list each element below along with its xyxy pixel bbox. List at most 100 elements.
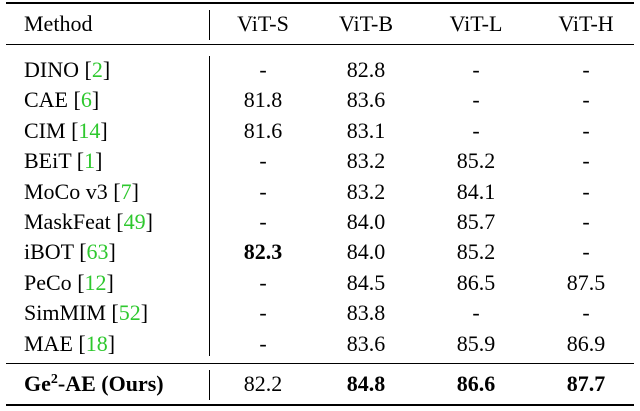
cell-vit-s: - (259, 269, 267, 295)
cell-vit-l: - (472, 117, 480, 143)
method-label: CAE (24, 87, 68, 113)
table-row: MaskFeat [49] - 84.0 85.7 - (0, 207, 640, 237)
citation-link[interactable]: 7 (120, 178, 132, 204)
citation-link[interactable]: 2 (91, 57, 103, 82)
cell-vit-l: 85.9 (456, 330, 496, 356)
table-row: iBOT [63] 82.3 84.0 85.2 - (0, 237, 640, 267)
citation-link[interactable]: 6 (80, 87, 92, 113)
ours-vit-l: 86.6 (456, 371, 496, 396)
cell-vit-h: - (582, 178, 590, 204)
ours-row: Ge2-AE (Ours) 82.2 84.8 86.6 87.7 (0, 369, 640, 399)
method-label: MAE (24, 330, 73, 356)
method-name: PeCo [12] (24, 269, 114, 295)
header-row: Method ViT-S ViT-B ViT-L ViT-H (0, 9, 640, 39)
cell-vit-s: 81.6 (243, 117, 283, 143)
method-label: SimMIM (24, 300, 106, 326)
citation-link[interactable]: 63 (86, 239, 109, 265)
citation-link[interactable]: 18 (85, 330, 108, 356)
method-label: iBOT (24, 239, 74, 265)
method-name: MAE [18] (24, 330, 116, 356)
header-rule (6, 44, 634, 45)
table-row: PeCo [12] - 84.5 86.5 87.5 (0, 268, 640, 298)
cell-vit-h: - (582, 239, 590, 265)
ours-name-suffix: -AE (Ours) (57, 371, 164, 396)
method-name: iBOT [63] (24, 239, 116, 265)
method-label: CIM (24, 117, 66, 143)
table-row: MAE [18] - 83.6 85.9 86.9 (0, 329, 640, 359)
citation-link[interactable]: 12 (84, 269, 107, 295)
cell-vit-l: 85.2 (456, 148, 496, 174)
cell-vit-l: 84.1 (456, 178, 496, 204)
cell-vit-l: 85.7 (456, 209, 496, 234)
ours-vit-b: 84.8 (346, 371, 386, 396)
cell-vit-b: 84.5 (346, 269, 386, 295)
ours-name-prefix: Ge (24, 371, 51, 396)
header-vit-b: ViT-B (338, 11, 394, 36)
header-method: Method (24, 11, 93, 36)
cell-vit-s: - (259, 178, 267, 204)
header-vit-h: ViT-H (558, 11, 614, 36)
cell-vit-s: - (259, 57, 267, 82)
citation-link[interactable]: 14 (78, 117, 101, 143)
citation-link[interactable]: 1 (84, 148, 96, 174)
cell-vit-l: - (472, 57, 480, 82)
header-vit-l: ViT-L (449, 11, 503, 36)
ours-vit-s: 82.2 (243, 371, 283, 396)
cell-vit-h: - (582, 117, 590, 143)
ours-method-name: Ge2-AE (Ours) (24, 369, 164, 399)
method-name: MoCo v3 [7] (24, 178, 139, 204)
column-divider (209, 370, 210, 400)
ours-name-superscript: 2 (50, 372, 58, 387)
cell-vit-b: 83.6 (346, 87, 386, 113)
table-row: MoCo v3 [7] - 83.2 84.1 - (0, 177, 640, 207)
cell-vit-h: 87.5 (566, 269, 606, 295)
cell-vit-b: 83.2 (346, 148, 386, 174)
column-divider (209, 56, 210, 356)
cell-vit-s: - (259, 209, 267, 234)
method-name: SimMIM [52] (24, 300, 149, 326)
method-label: MoCo v3 (24, 178, 108, 204)
method-label: BEiT (24, 148, 72, 174)
cell-vit-h: - (582, 57, 590, 82)
cell-vit-s: - (259, 148, 267, 174)
method-name: CIM [14] (24, 117, 108, 143)
cell-vit-l: - (472, 87, 480, 113)
cell-vit-h: 86.9 (566, 330, 606, 356)
cell-vit-l: - (472, 300, 480, 326)
column-divider (209, 10, 210, 40)
method-name: BEiT [1] (24, 148, 103, 174)
table-row: CIM [14] 81.6 83.1 - - (0, 116, 640, 146)
table-row: BEiT [1] - 83.2 85.2 - (0, 146, 640, 176)
cell-vit-l: 86.5 (456, 269, 496, 295)
cell-vit-l: 85.2 (456, 239, 496, 265)
table-row: CAE [6] 81.8 83.6 - - (0, 85, 640, 115)
cell-vit-b: 83.8 (346, 300, 386, 326)
method-name: MaskFeat [49] (24, 209, 153, 234)
ours-vit-h: 87.7 (566, 371, 606, 396)
cell-vit-s: - (259, 300, 267, 326)
cell-vit-b: 83.2 (346, 178, 386, 204)
cell-vit-b: 84.0 (346, 209, 386, 234)
cell-vit-h: - (582, 87, 590, 113)
bottom-rule (6, 404, 634, 406)
table-row: DINO [2] - 82.8 - - (0, 55, 640, 85)
cell-vit-h: - (582, 209, 590, 234)
cell-vit-h: - (582, 148, 590, 174)
method-name: DINO [2] (24, 57, 111, 82)
top-rule (6, 2, 634, 4)
method-label: DINO (24, 57, 79, 82)
cell-vit-h: - (582, 300, 590, 326)
header-vit-s: ViT-S (237, 11, 289, 36)
cell-vit-b: 84.0 (346, 239, 386, 265)
ours-rule (6, 363, 634, 364)
cell-vit-s: 81.8 (243, 87, 283, 113)
citation-link[interactable]: 52 (118, 300, 141, 326)
table-row: SimMIM [52] - 83.8 - - (0, 298, 640, 328)
cell-vit-b: 83.1 (346, 117, 386, 143)
citation-link[interactable]: 49 (123, 209, 146, 234)
cell-vit-b: 82.8 (346, 57, 386, 82)
method-label: MaskFeat (24, 209, 111, 234)
cell-vit-s: - (259, 330, 267, 356)
cell-vit-s: 82.3 (243, 239, 283, 265)
